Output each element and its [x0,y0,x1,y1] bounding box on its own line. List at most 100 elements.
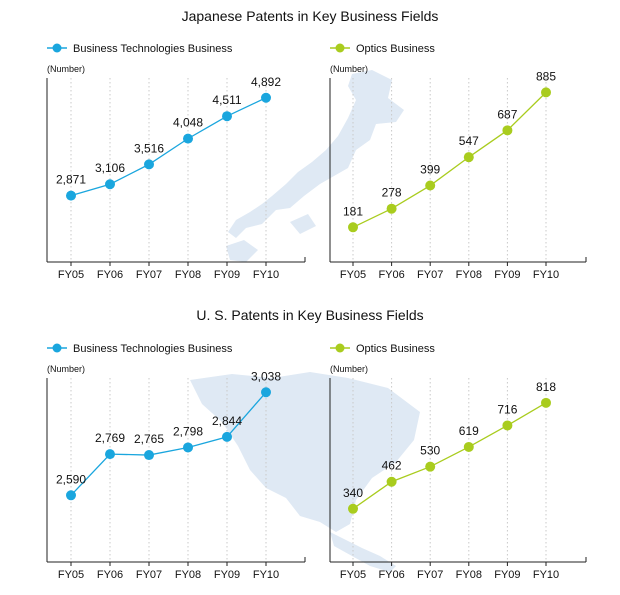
japan-optics-chart: FY05 FY06 FY07 FY08 FY09 FY10 181 278 399 547 687 8… [329,69,587,281]
data-label: 2,844 [212,414,242,428]
data-label: 399 [420,163,440,177]
data-label: 530 [420,444,440,458]
data-label: 4,048 [173,116,203,130]
data-point [386,203,397,214]
data-label: 181 [343,204,363,218]
x-tick-label: FY06 [378,269,404,281]
x-tick-label: FY10 [533,569,559,581]
data-point [425,461,436,472]
data-label: 2,590 [56,472,86,486]
series-line [352,91,547,228]
data-point [183,133,193,144]
data-label: 3,038 [251,369,281,383]
data-point [105,449,115,460]
x-tick-label: FY05 [340,569,366,581]
data-point [66,490,76,501]
legend-marker [52,43,62,53]
series-line [352,402,547,510]
legend-marker [52,343,62,353]
x-tick-label: FY09 [214,269,240,281]
legend-label: Business Technologies Business [73,43,233,55]
data-point [261,387,271,398]
x-tick-label: FY08 [175,269,201,281]
x-tick-label: FY07 [417,569,443,581]
series-line [70,391,267,496]
legend-jp-optics: Optics Business [330,43,435,55]
y-unit-label: (Number) [330,364,368,374]
x-tick-label: FY09 [214,569,240,581]
legend-label: Business Technologies Business [73,343,233,355]
data-point [222,111,232,122]
x-tick-label: FY09 [494,569,520,581]
data-point [463,441,474,452]
us-section-title: U. S. Patents in Key Business Fields [196,307,423,323]
data-label: 278 [382,186,402,200]
data-label: 462 [382,459,402,473]
y-unit-label: (Number) [47,64,85,74]
x-tick-label: FY09 [494,269,520,281]
series-line [70,97,267,197]
data-point [144,159,154,170]
data-point [541,397,551,408]
x-tick-label: FY07 [417,269,443,281]
data-label: 2,871 [56,173,86,187]
legend-marker [335,343,345,353]
x-tick-label: FY07 [136,569,162,581]
data-label: 885 [536,69,556,83]
legend-us-business: Business Technologies Business [47,343,233,355]
data-point [66,190,76,201]
data-label: 3,516 [134,141,164,155]
data-label: 2,765 [134,432,164,446]
japan-map-background [226,70,404,262]
data-label: 4,511 [212,93,241,107]
data-point [348,503,358,514]
x-tick-label: FY06 [378,569,404,581]
data-label: 2,798 [173,424,203,438]
data-label: 340 [343,486,363,500]
legend-jp-business: Business Technologies Business [47,43,233,55]
x-tick-label: FY10 [253,569,279,581]
data-point [183,442,193,453]
x-tick-label: FY05 [340,269,366,281]
x-tick-label: FY05 [58,269,84,281]
japan-section-title: Japanese Patents in Key Business Fields [182,8,439,24]
data-point [425,180,436,191]
data-label: 547 [459,134,479,148]
x-tick-label: FY10 [253,269,279,281]
data-point [463,152,474,163]
us-business-chart: FY05 FY06 FY07 FY08 FY09 FY10 2,590 2,769 2,765 2… [46,369,306,581]
data-label: 619 [459,424,479,438]
x-tick-label: FY10 [533,269,559,281]
data-label: 3,106 [95,161,125,175]
data-point [348,222,358,233]
japan-business-chart: FY05 FY06 FY07 FY08 FY09 FY10 2,871 3,106 3,516 4… [46,75,306,281]
data-point [222,431,232,442]
data-label: 4,892 [251,75,281,89]
data-label: 2,769 [95,431,125,445]
x-tick-label: FY06 [97,269,123,281]
legend-label: Optics Business [356,343,435,355]
x-tick-label: FY08 [456,569,482,581]
legend-marker [335,43,345,53]
data-label: 687 [497,107,517,121]
data-point [261,92,271,103]
x-tick-label: FY06 [97,569,123,581]
legend-us-optics: Optics Business [330,343,435,355]
data-point [105,179,115,190]
data-point [502,125,513,136]
legend-label: Optics Business [356,43,435,55]
data-point [541,87,551,98]
data-point [386,476,397,487]
x-tick-label: FY08 [175,569,201,581]
x-tick-label: FY07 [136,269,162,281]
y-unit-label: (Number) [330,64,368,74]
x-tick-label: FY05 [58,569,84,581]
data-label: 818 [536,380,556,394]
y-unit-label: (Number) [47,364,85,374]
x-tick-label: FY08 [456,269,482,281]
data-label: 716 [497,402,517,416]
data-point [144,450,154,461]
us-optics-chart: FY05 FY06 FY07 FY08 FY09 FY10 340 462 530 619 716 8… [329,378,587,581]
